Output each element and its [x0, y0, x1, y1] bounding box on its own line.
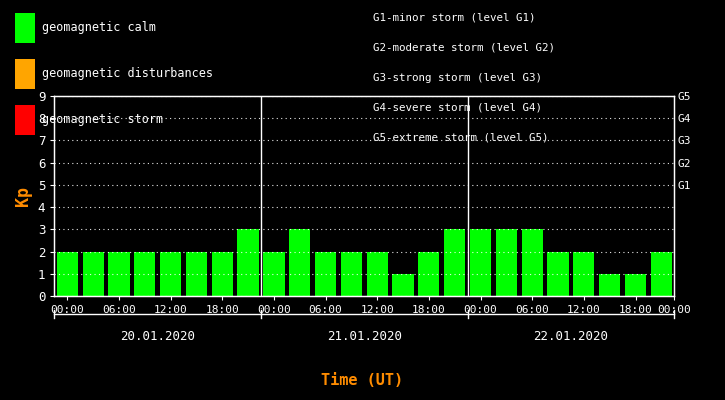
Bar — [263, 252, 284, 296]
Bar — [547, 252, 568, 296]
Bar — [625, 274, 646, 296]
Bar — [160, 252, 181, 296]
Bar — [521, 229, 543, 296]
Y-axis label: Kp: Kp — [14, 186, 33, 206]
Text: 20.01.2020: 20.01.2020 — [120, 330, 195, 343]
Bar — [186, 252, 207, 296]
Bar — [418, 252, 439, 296]
Text: G3-strong storm (level G3): G3-strong storm (level G3) — [373, 73, 542, 83]
Text: 22.01.2020: 22.01.2020 — [534, 330, 608, 343]
Bar — [83, 252, 104, 296]
Bar — [392, 274, 414, 296]
Bar — [599, 274, 621, 296]
Bar — [367, 252, 388, 296]
Text: geomagnetic disturbances: geomagnetic disturbances — [42, 68, 213, 80]
Bar — [289, 229, 310, 296]
Bar — [496, 229, 517, 296]
Bar — [212, 252, 233, 296]
Text: G4-severe storm (level G4): G4-severe storm (level G4) — [373, 103, 542, 113]
Text: geomagnetic calm: geomagnetic calm — [42, 22, 156, 34]
Bar — [57, 252, 78, 296]
Bar — [470, 229, 491, 296]
Bar — [108, 252, 130, 296]
Bar — [573, 252, 594, 296]
Text: 21.01.2020: 21.01.2020 — [327, 330, 402, 343]
Bar — [444, 229, 465, 296]
Bar — [238, 229, 259, 296]
Bar — [341, 252, 362, 296]
Text: G1-minor storm (level G1): G1-minor storm (level G1) — [373, 13, 536, 23]
Bar — [134, 252, 155, 296]
Bar — [651, 252, 672, 296]
Text: G2-moderate storm (level G2): G2-moderate storm (level G2) — [373, 43, 555, 53]
Text: G5-extreme storm (level G5): G5-extreme storm (level G5) — [373, 133, 549, 143]
Text: geomagnetic storm: geomagnetic storm — [42, 114, 163, 126]
Text: Time (UT): Time (UT) — [321, 373, 404, 388]
Bar — [315, 252, 336, 296]
